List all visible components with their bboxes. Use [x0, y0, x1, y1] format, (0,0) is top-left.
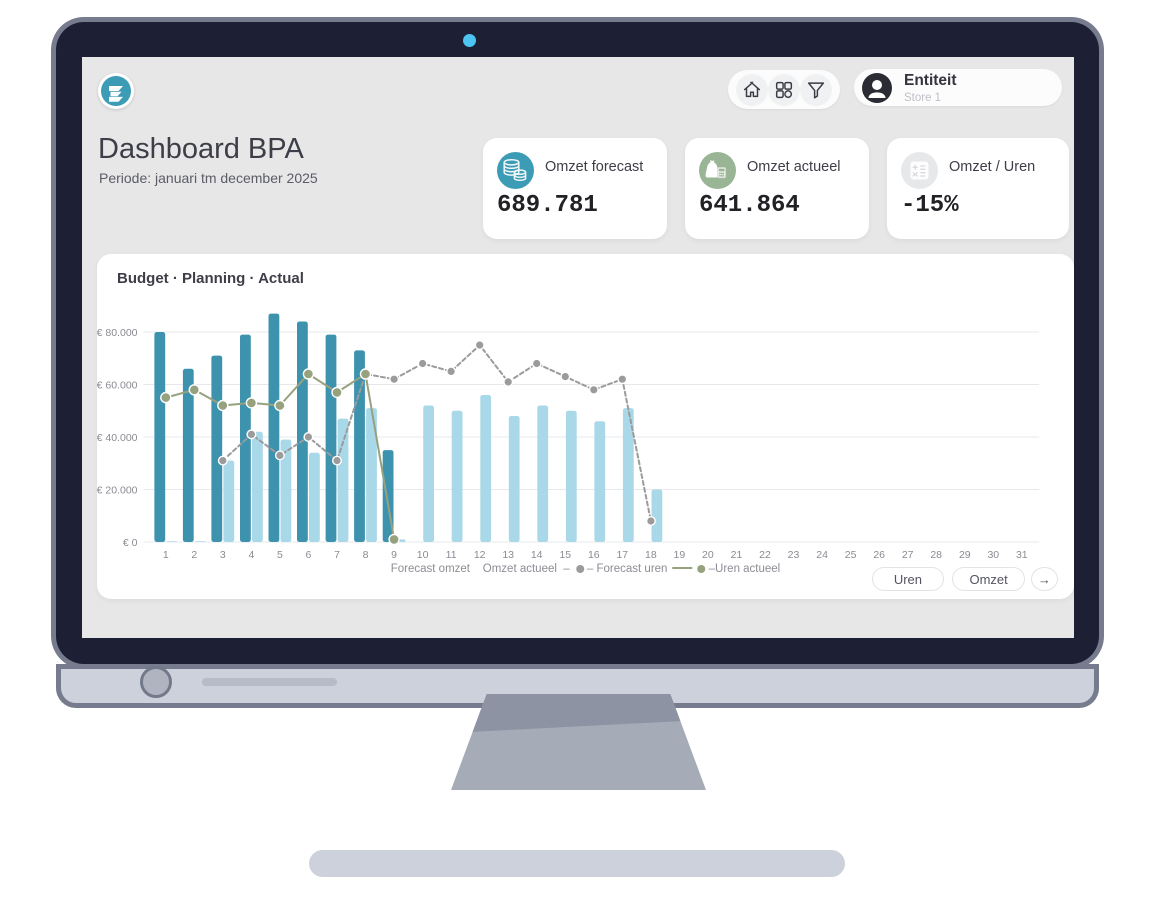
svg-text:31: 31 [1016, 549, 1028, 561]
svg-text:23: 23 [788, 549, 800, 561]
svg-text:25: 25 [845, 549, 857, 561]
svg-text:12: 12 [474, 549, 486, 561]
svg-text:4: 4 [248, 549, 254, 561]
svg-text:8: 8 [363, 549, 369, 561]
svg-text:9: 9 [391, 549, 397, 561]
svg-text:€ 40.000: € 40.000 [97, 432, 138, 444]
svg-text:30: 30 [987, 549, 999, 561]
svg-text:13: 13 [502, 549, 514, 561]
svg-text:20: 20 [702, 549, 714, 561]
svg-text:6: 6 [305, 549, 311, 561]
svg-text:€ 20.000: € 20.000 [97, 485, 138, 497]
svg-text:€ 60.000: € 60.000 [97, 380, 138, 392]
svg-text:27: 27 [902, 549, 914, 561]
svg-text:1: 1 [163, 549, 169, 561]
svg-text:3: 3 [220, 549, 226, 561]
svg-text:18: 18 [645, 549, 657, 561]
svg-text:7: 7 [334, 549, 340, 561]
svg-text:22: 22 [759, 549, 771, 561]
svg-text:11: 11 [446, 549, 457, 561]
svg-text:29: 29 [959, 549, 971, 561]
svg-text:17: 17 [616, 549, 628, 561]
svg-text:5: 5 [277, 549, 283, 561]
svg-text:2: 2 [191, 549, 197, 561]
svg-text:26: 26 [873, 549, 885, 561]
svg-text:€ 0: € 0 [123, 537, 138, 549]
svg-text:10: 10 [417, 549, 429, 561]
svg-text:€ 80.000: € 80.000 [97, 327, 138, 339]
svg-text:24: 24 [816, 549, 828, 561]
svg-text:14: 14 [531, 549, 543, 561]
svg-text:21: 21 [731, 549, 743, 561]
svg-text:16: 16 [588, 549, 600, 561]
svg-text:28: 28 [930, 549, 942, 561]
svg-text:19: 19 [674, 549, 686, 561]
svg-text:15: 15 [559, 549, 571, 561]
